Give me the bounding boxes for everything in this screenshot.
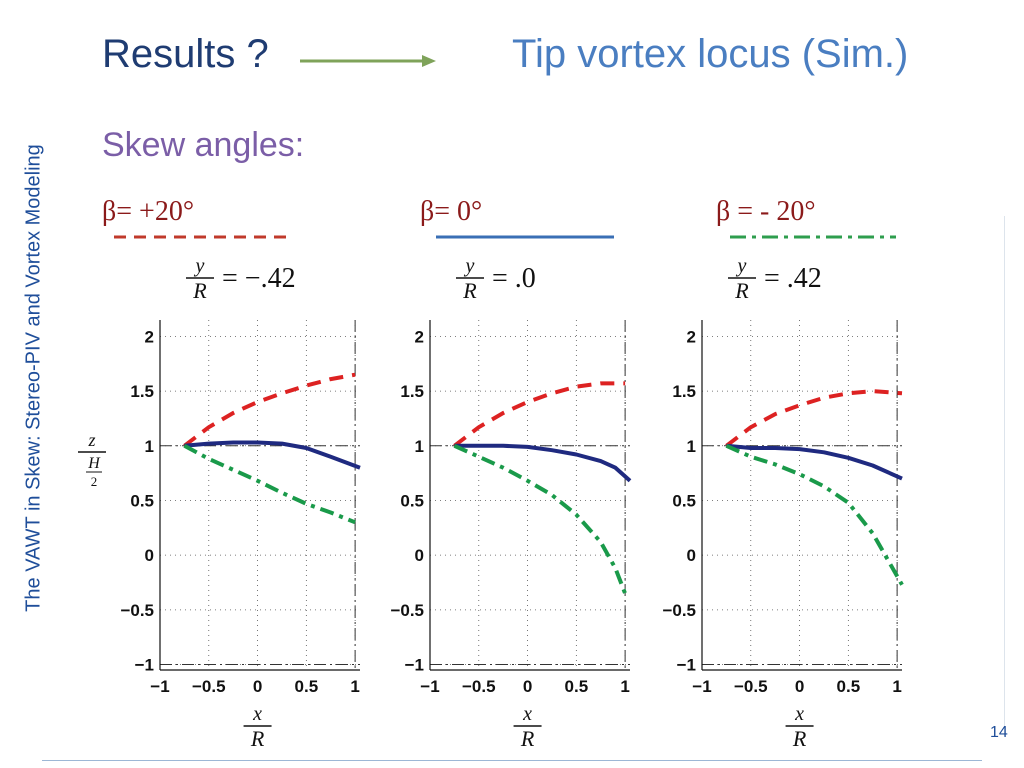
side-title: The VAWT in Skew: Stereo-PIV and Vortex …: [22, 144, 45, 612]
right-arrow-icon: [300, 55, 436, 67]
y-tick-label: 1.5: [400, 382, 424, 401]
legend-label-positive: β= +20°: [102, 196, 195, 227]
chart-panel-2: y R = .0 −1 −0.5 0 0.5 1 2 1.5 1 0.5 0 −0.5 −1 x R: [340, 250, 640, 760]
x-tick-label: −0.5: [192, 677, 226, 696]
x-tick-label: −1: [420, 677, 439, 696]
legend-swatch-dashed: [114, 235, 292, 239]
y-tick-label: 2: [415, 327, 424, 346]
y-tick-label: 0.5: [130, 491, 154, 510]
x-tick-label: 0: [253, 677, 262, 696]
x-tick-label: 0.5: [295, 677, 319, 696]
x-axis-label-numerator: x: [252, 703, 262, 725]
chart-title-denominator: R: [462, 278, 477, 303]
series-line-solid: [184, 440, 361, 470]
y-tick-label: 0.5: [672, 491, 696, 510]
y-tick-label: 0: [415, 546, 424, 565]
y-tick-label: −1: [405, 656, 424, 675]
chart-title-numerator: y: [736, 255, 747, 277]
x-axis-label-numerator: x: [794, 703, 804, 725]
legend-swatch-dashdot: [730, 235, 896, 239]
y-tick-label: 0: [687, 546, 696, 565]
y-tick-label: −1: [135, 656, 154, 675]
series-line-dashdot: [725, 443, 904, 586]
y-tick-label: 2: [687, 327, 696, 346]
page-number: 14: [990, 724, 1008, 741]
series-line-dashed: [453, 381, 626, 448]
x-tick-label: −0.5: [462, 677, 496, 696]
x-tick-label: −0.5: [734, 677, 768, 696]
y-tick-label: 2: [145, 327, 154, 346]
y-axis-label-numerator: z: [87, 430, 95, 450]
legend-label-negative: β = - 20°: [716, 196, 816, 227]
x-tick-label: 0: [523, 677, 532, 696]
series-line-dashdot: [453, 443, 627, 595]
chart-title-numerator: y: [464, 255, 475, 277]
y-tick-label: 1: [415, 437, 424, 456]
series-line-dashdot: [183, 444, 356, 525]
x-tick-label: 0.5: [565, 677, 589, 696]
series-line-solid: [726, 443, 903, 481]
section-heading: Skew angles:: [102, 126, 305, 164]
chart-svg-3: yR = .42−1 −0.5 0 0.5 121.510.50−0.5−1xR: [662, 255, 904, 751]
x-axis-label-denominator: R: [520, 726, 535, 751]
y-axis-label-denominator: H: [87, 455, 101, 472]
y-tick-label: 0.5: [400, 491, 424, 510]
series-line-dashed: [725, 389, 903, 448]
y-tick-label: −1: [677, 656, 696, 675]
y-tick-label: 1.5: [672, 382, 696, 401]
x-tick-label: 0.5: [837, 677, 861, 696]
y-tick-label: 1.5: [130, 382, 154, 401]
y-tick-label: 0: [145, 546, 154, 565]
footer-rule: [42, 760, 982, 761]
legend-label-zero: β= 0°: [420, 196, 483, 227]
slide-edge-rule: [1004, 216, 1005, 736]
y-tick-label: −0.5: [120, 601, 154, 620]
chart-title-numerator: y: [194, 255, 205, 277]
x-axis-label-denominator: R: [792, 726, 807, 751]
chart-title-denominator: R: [192, 278, 207, 303]
x-tick-label: −1: [150, 677, 169, 696]
chart-panel-3: y R = .42 −1 −0.5 0 0.5 1 2 1.5 1 0.5 0 −0.5 −1 x R: [612, 250, 912, 760]
y-tick-label: −0.5: [662, 601, 696, 620]
chart-title-denominator: R: [734, 278, 749, 303]
y-axis-label-two: 2: [91, 474, 98, 489]
chart-title-value: = .42: [764, 263, 822, 294]
page-title: Results ?: [102, 32, 269, 76]
x-tick-label: 1: [892, 677, 901, 696]
y-tick-label: 1: [687, 437, 696, 456]
x-axis-label-denominator: R: [250, 726, 265, 751]
y-tick-label: 1: [145, 437, 154, 456]
chart-svg-2: yR = .0−1 −0.5 0 0.5 121.510.50−0.5−1xR: [390, 255, 632, 751]
page-subject: Tip vortex locus (Sim.): [512, 32, 909, 76]
x-tick-label: 1: [620, 677, 629, 696]
series-line-solid: [454, 443, 632, 483]
x-tick-label: 1: [350, 677, 359, 696]
chart-title-value: = .0: [492, 263, 536, 294]
series-line-dashed: [183, 372, 356, 448]
x-tick-label: 0: [795, 677, 804, 696]
y-tick-label: −0.5: [390, 601, 424, 620]
legend-swatch-solid: [436, 235, 614, 239]
x-tick-label: −1: [692, 677, 711, 696]
chart-title-value: = −.42: [222, 263, 296, 294]
x-axis-label-numerator: x: [522, 703, 532, 725]
